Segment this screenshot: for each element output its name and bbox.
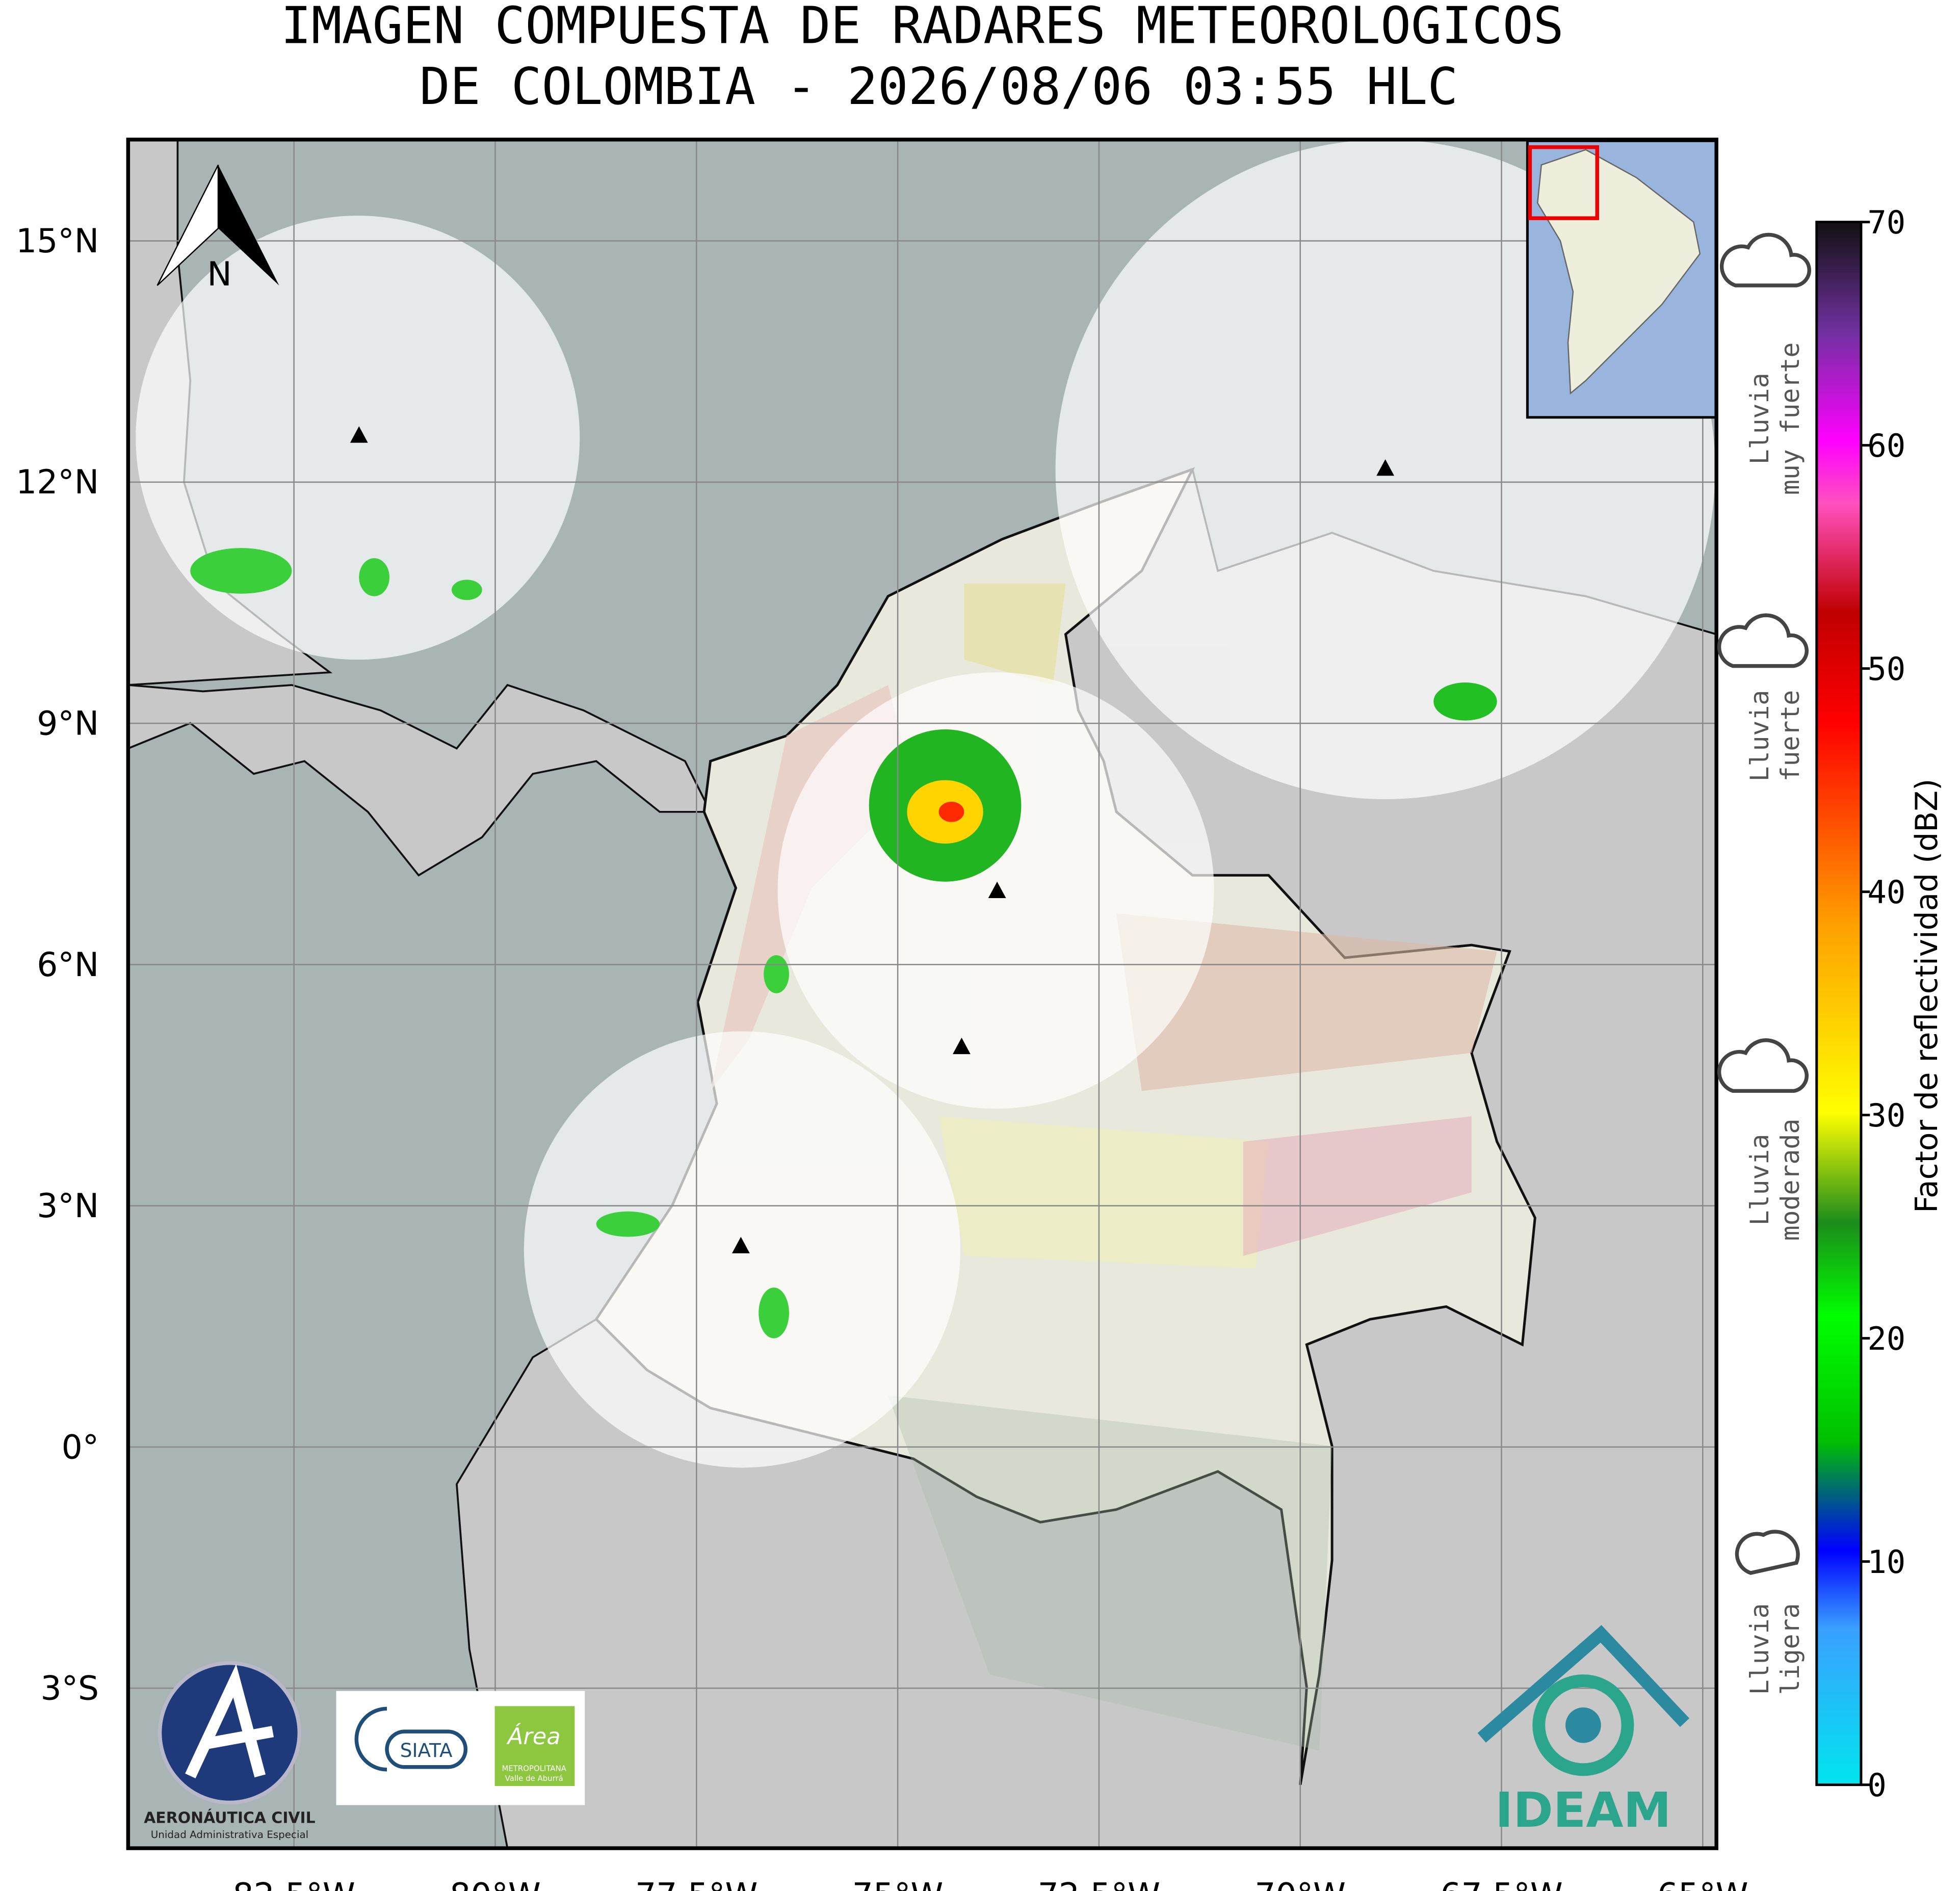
rain-category: muy fuerte	[1775, 343, 1805, 495]
echo	[451, 580, 482, 600]
x-tick-label: 82.5°W	[233, 1877, 355, 1891]
radar-sites	[350, 426, 1395, 1253]
rain-category: Lluvia	[1745, 373, 1774, 464]
map-frame	[126, 138, 1718, 1850]
y-tick-label: 9°N	[37, 705, 99, 743]
logo-text: METROPOLITANA	[502, 1764, 566, 1773]
graticule	[128, 139, 1717, 1849]
ideam-roof	[1477, 1625, 1690, 1743]
logo-text: Área	[506, 1723, 561, 1750]
logo-text: IDEAM	[1495, 1782, 1671, 1839]
y-tick-label: 0°	[62, 1428, 99, 1466]
precipitation	[190, 548, 1497, 1338]
y-tick-label: 3°S	[41, 1670, 99, 1708]
radar-site	[731, 1237, 750, 1253]
land	[128, 684, 712, 877]
echo	[764, 955, 789, 993]
cloud-icon	[1717, 613, 1809, 668]
x-tick-label: 72.5°W	[1038, 1877, 1160, 1891]
y-tick-label: 6°N	[37, 946, 99, 984]
title-line: IMAGEN COMPUESTA DE RADARES METEOROLOGIC…	[281, 0, 1564, 56]
colorbar-tick-label: 10	[1867, 1543, 1905, 1581]
inset-map	[1526, 139, 1717, 419]
y-tick-label: 12°N	[16, 463, 99, 502]
colorbar-tick-label: 50	[1867, 650, 1905, 688]
rain-category: Lluvia	[1745, 690, 1774, 782]
x-tick-label: 70°W	[1255, 1877, 1346, 1891]
x-tick-label: 80°W	[450, 1877, 541, 1891]
logo-siata-area: SIATA Área METROPOLITANA Valle de Aburrá	[336, 1691, 585, 1805]
echo	[1433, 682, 1497, 721]
x-tick-label: 65°W	[1657, 1877, 1748, 1891]
rain-category: Lluvia	[1745, 1603, 1774, 1695]
ideam-swirl	[1532, 1674, 1634, 1776]
echo	[190, 548, 292, 594]
cloud-icon	[1717, 1038, 1809, 1093]
x-tick-label: 77.5°W	[635, 1877, 757, 1891]
y-tick-label: 15°N	[16, 222, 99, 260]
logo-text: Unidad Administrativa Especial	[151, 1829, 308, 1841]
siata-sun	[354, 1706, 387, 1772]
inset-extent	[1528, 145, 1599, 220]
colorbar-tick-label: 40	[1867, 874, 1905, 911]
colorbar-tick-label: 0	[1867, 1767, 1886, 1804]
forest	[888, 1395, 1332, 1751]
radar-site	[350, 426, 368, 443]
rain-category: moderada	[1775, 1119, 1805, 1241]
rain-category: ligera	[1775, 1603, 1805, 1695]
logo-ideam: IDEAM	[1477, 1625, 1690, 1839]
x-tick-label: 67.5°W	[1440, 1877, 1562, 1891]
rain-icons	[1717, 232, 1811, 1575]
aerocivil-a	[185, 1664, 274, 1778]
colorbar-tick-label: 20	[1867, 1320, 1905, 1357]
cloud-icon	[1719, 232, 1811, 287]
x-tick-label: 75°W	[852, 1877, 944, 1891]
region	[964, 583, 1066, 685]
y-tick-label: 3°N	[37, 1187, 99, 1225]
colorbar-tick-label: 30	[1867, 1097, 1905, 1134]
region	[938, 1116, 1269, 1269]
radar-site	[988, 881, 1006, 899]
colorbar-tick-label: 70	[1867, 204, 1905, 241]
colorbar-tick-label: 60	[1867, 427, 1905, 464]
logo-text: AERONÁUTICA CIVIL	[144, 1808, 315, 1827]
siata-cloud	[385, 1729, 468, 1769]
rain-category: Lluvia	[1745, 1134, 1774, 1226]
logo-text: SIATA	[400, 1739, 453, 1762]
colorbar	[1815, 221, 1863, 1787]
south-america	[1536, 149, 1701, 395]
cloud-icon	[1735, 1530, 1800, 1575]
echo	[596, 1211, 660, 1237]
logo-text: Valle de Aburrá	[505, 1774, 563, 1783]
echo	[938, 801, 964, 822]
labels: 82.5°W 80°W 77.5°W 75°W 72.5°W 70°W 67.5°W 65°W…	[16, 204, 1945, 1891]
logo-aerocivil: AERONÁUTICA CIVIL Unidad Administrativa …	[144, 1661, 316, 1841]
region	[1116, 913, 1497, 1091]
ideam-swirl	[1565, 1707, 1601, 1743]
map-body: N AERONÁUTICA CIVIL Unidad Administrativ…	[128, 139, 1717, 1849]
area-box	[494, 1706, 575, 1787]
echo	[359, 558, 390, 596]
echo	[759, 1288, 789, 1338]
radar-site	[1376, 459, 1395, 476]
north-label: N	[207, 255, 231, 294]
title-line: DE COLOMBIA - 2026/08/06 03:55 HLC	[420, 58, 1458, 116]
radar-site	[952, 1037, 971, 1055]
rain-category: fuerte	[1775, 690, 1805, 782]
colorbar-label: Factor de reflectividad (dBZ)	[1910, 779, 1945, 1213]
